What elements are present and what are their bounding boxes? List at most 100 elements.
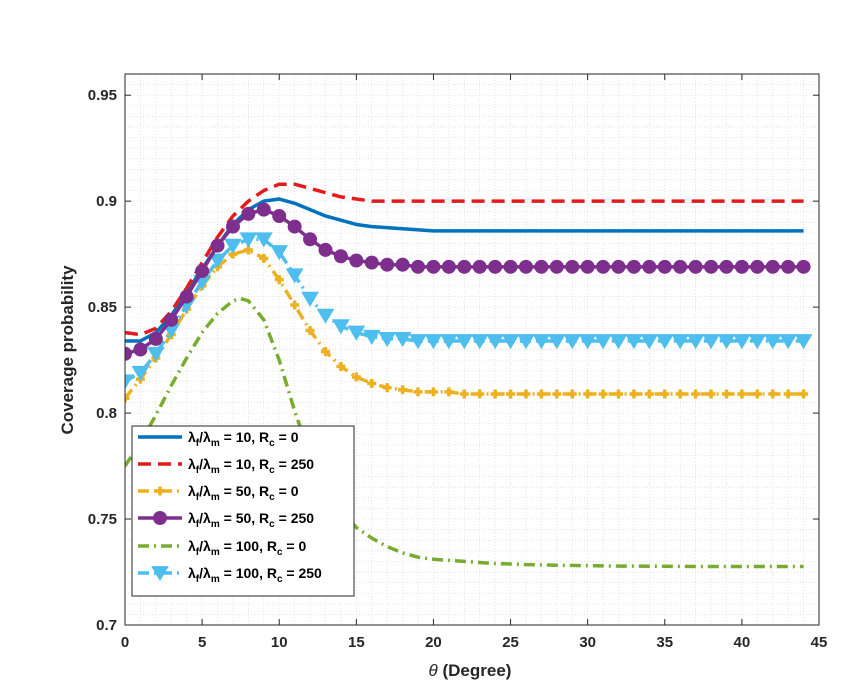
series-4-point xyxy=(503,259,518,274)
legend-entry-4: λf/λm = 50, Rc = 250 xyxy=(188,510,314,530)
legend-entry-2-eq2: = xyxy=(275,456,291,472)
series-4-point xyxy=(225,219,240,234)
legend-entry-5-eq2: = xyxy=(283,538,299,554)
legend-entry-1-eq2: = xyxy=(275,429,291,445)
series-6-point xyxy=(285,268,304,284)
legend-entry-3-sub-m: m xyxy=(211,492,220,503)
x-axis-title: θ (Degree) xyxy=(429,661,512,680)
legend-entry-3-sub-c: c xyxy=(269,492,275,503)
series-6-point xyxy=(640,334,659,350)
series-2 xyxy=(125,182,804,337)
x-tick-label: 5 xyxy=(198,634,206,651)
series-4-point xyxy=(719,259,734,274)
series-4-point xyxy=(518,259,533,274)
series-6-point xyxy=(547,334,566,350)
plot-frame xyxy=(124,73,820,626)
legend-samples xyxy=(138,435,182,582)
series-3-point xyxy=(583,389,593,399)
x-tick-label: 45 xyxy=(811,634,828,651)
series-6 xyxy=(125,232,813,390)
series-4-point xyxy=(580,259,595,274)
x-tick-label: 35 xyxy=(656,634,673,651)
series-3-point xyxy=(320,347,330,357)
series-6-point xyxy=(224,238,242,254)
series-3-point xyxy=(768,389,778,399)
legend-entry-4-sub-f: f xyxy=(196,519,200,530)
series-6-point xyxy=(717,334,736,350)
legend-entry-3-sep: , R xyxy=(251,483,269,499)
legend-entry-1-rc: 0 xyxy=(291,429,299,445)
series-3-point xyxy=(305,325,315,335)
series-6-point xyxy=(625,334,643,350)
series-4-point xyxy=(426,259,441,274)
legend-entry-6-eq2: = xyxy=(283,565,299,581)
x-axis-text: (Degree) xyxy=(438,661,512,680)
series-6-point xyxy=(794,334,813,350)
legend-entry-4-rc: 250 xyxy=(291,510,315,526)
legend-entry-1-eq: = xyxy=(220,429,236,445)
y-tick-label: 0.8 xyxy=(96,405,117,422)
series-6-point xyxy=(563,334,582,350)
legend-entry-5-eq: = xyxy=(220,538,236,554)
legend-entry-6-sub-m: m xyxy=(211,574,220,585)
legend-entry-2: λf/λm = 10, Rc = 250 xyxy=(188,456,314,476)
series-6-point xyxy=(486,334,505,350)
legend-entry-5-sub-c: c xyxy=(277,547,283,558)
series-3-point xyxy=(783,389,793,399)
legend-entry-2-sep: , R xyxy=(251,456,269,472)
legend-entry-2-rc: 250 xyxy=(291,456,315,472)
legend-entry-3-eq: = xyxy=(220,483,236,499)
legend-entry-6-slash: /λ xyxy=(199,565,211,581)
x-tick-label: 30 xyxy=(579,634,596,651)
series-6-point xyxy=(439,334,458,350)
series-3-point xyxy=(752,389,762,399)
series-3-point xyxy=(567,389,577,399)
series-4-point xyxy=(411,259,426,274)
series-6-point xyxy=(748,334,767,350)
legend-entry-2-ratio: 10 xyxy=(236,456,252,472)
series-3-point xyxy=(598,389,608,399)
legend-entry-1-sub-f: f xyxy=(196,438,200,449)
series-3-point xyxy=(737,389,747,399)
legend-entry-6-eq: = xyxy=(220,565,236,581)
series-3-point xyxy=(290,300,300,310)
series-4-point xyxy=(565,259,580,274)
series-4-point xyxy=(642,259,657,274)
series-6-point xyxy=(332,319,350,335)
series-4-point xyxy=(210,238,225,253)
legend-entry-1-sep: , R xyxy=(251,429,269,445)
legend-entry-1-ratio: 10 xyxy=(236,429,252,445)
series-4-point xyxy=(395,257,410,272)
legend-marker-6 xyxy=(151,566,169,582)
series-6-point xyxy=(254,232,273,248)
series-6-point xyxy=(763,334,782,350)
series-6-point xyxy=(470,334,489,350)
series-4 xyxy=(125,202,811,361)
series-6-point xyxy=(702,334,720,350)
series-3-point xyxy=(552,389,562,399)
series-6-point xyxy=(594,334,612,350)
series-3-point xyxy=(413,387,423,397)
series-3-point xyxy=(490,389,500,399)
legend-entry-2-slash: /λ xyxy=(199,456,211,472)
series-4-point xyxy=(796,259,811,274)
y-tick-label: 0.85 xyxy=(88,299,117,316)
series-3-point xyxy=(382,383,392,393)
legend-entry-5-sub-f: f xyxy=(196,547,200,558)
ticks: 0 5 10 15 20 25 30 35 40 45 0.7 0.75 0.8 0.85 0.9 0.95 xyxy=(88,74,828,651)
legend-entry-5-ratio: 100 xyxy=(236,538,260,554)
series-6-point xyxy=(208,253,227,269)
series-4-point xyxy=(688,259,703,274)
series-4-point xyxy=(750,259,765,274)
series-6-point xyxy=(686,334,705,350)
series-3-point xyxy=(644,389,654,399)
legend-entry-1-sub-m: m xyxy=(211,438,220,449)
legend-entry-4-eq: = xyxy=(220,510,236,526)
series-4-point xyxy=(318,242,333,257)
series-4-point xyxy=(364,255,379,270)
legend-entry-6-sub-f: f xyxy=(196,574,200,585)
series-4-point xyxy=(380,257,395,272)
series-4-point xyxy=(441,259,456,274)
x-tick-label: 0 xyxy=(121,634,129,651)
series-6-point xyxy=(393,332,412,348)
